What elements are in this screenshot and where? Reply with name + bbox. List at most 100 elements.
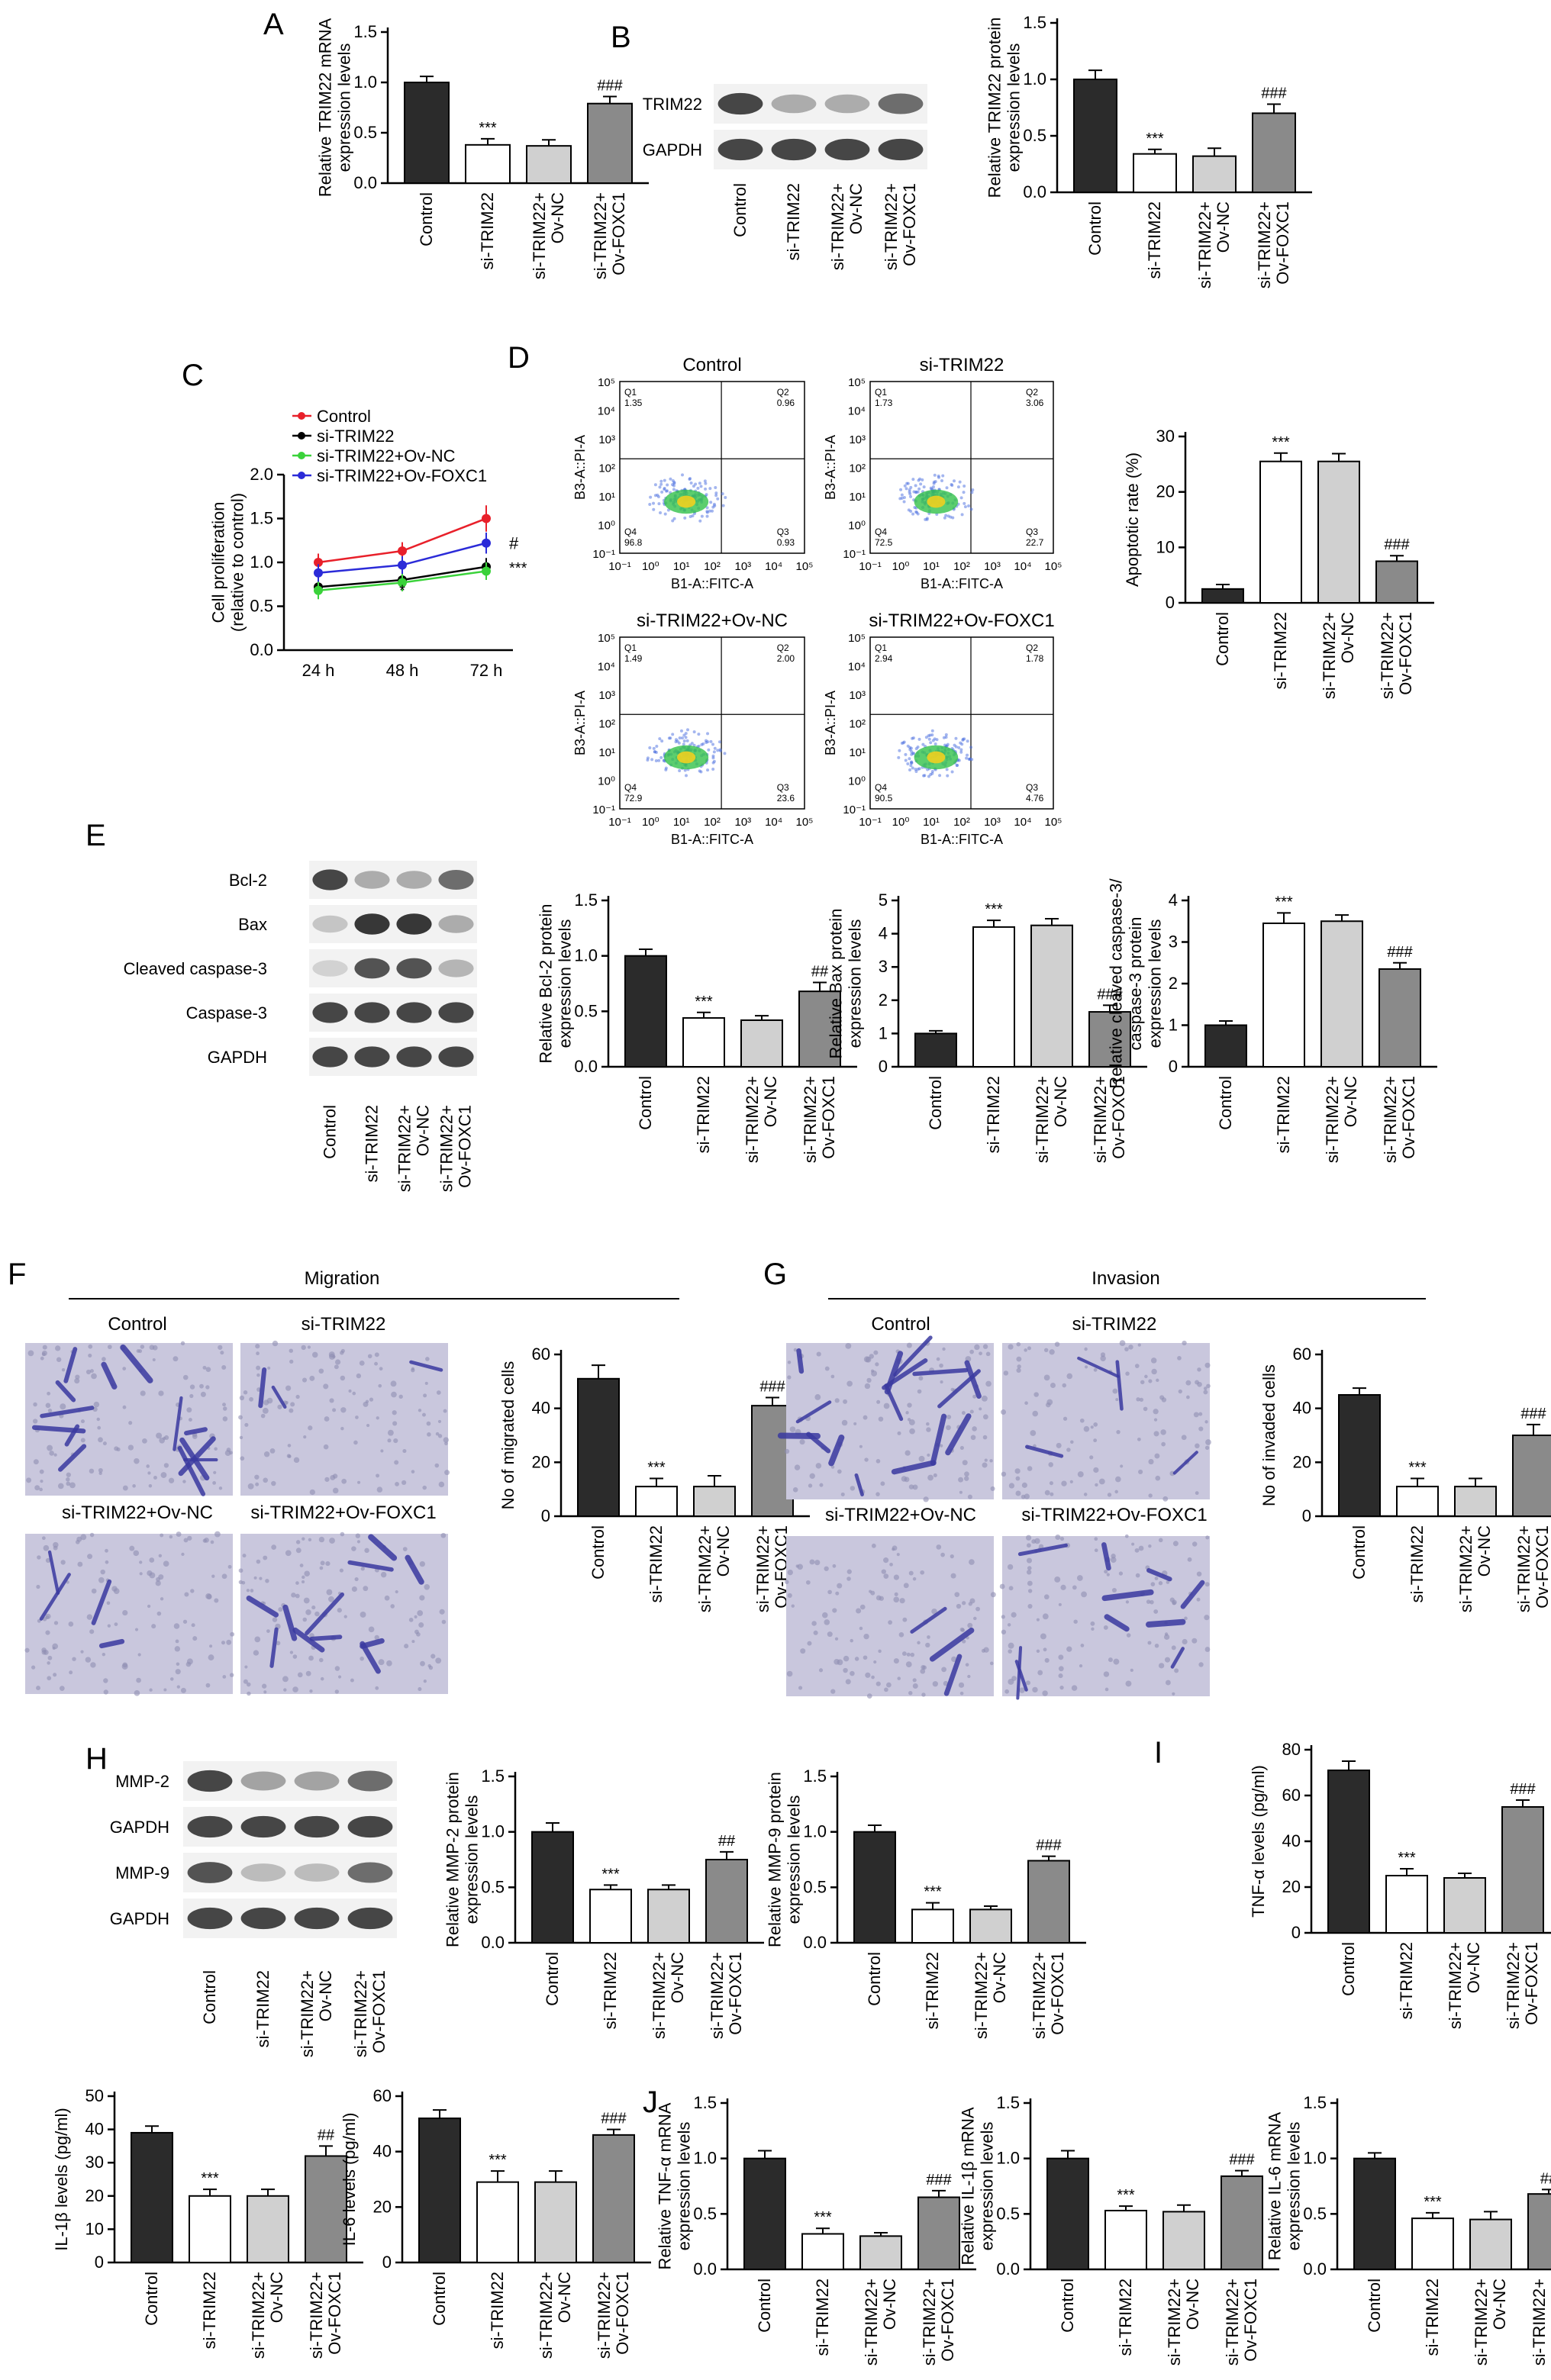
y-tick-label: 1.5 — [353, 22, 377, 41]
pore-dot — [1066, 1646, 1072, 1652]
pore-dot — [1115, 1476, 1121, 1483]
pore-dot — [42, 1345, 47, 1350]
stained-cell — [943, 1654, 963, 1696]
pore-dot — [1058, 1602, 1062, 1606]
y-tick-label: 60 — [532, 1345, 550, 1364]
flow-y-tick: 10⁻¹ — [592, 804, 615, 816]
pore-dot — [328, 1351, 335, 1358]
series-point — [398, 578, 407, 588]
blot-band — [347, 1862, 393, 1883]
y-axis-title: Relative Bcl-2 protein expression levels — [536, 903, 574, 1063]
bar-3 — [1378, 968, 1421, 1068]
panel-letter: I — [1154, 1736, 1162, 1770]
blot-band — [354, 1002, 390, 1023]
pore-dot — [1048, 1462, 1054, 1467]
pore-dot — [189, 1393, 194, 1399]
event-dot — [909, 485, 913, 489]
pore-dot — [391, 1391, 397, 1398]
event-dot — [949, 515, 953, 519]
pore-dot — [254, 1636, 261, 1643]
panel-letter: D — [508, 341, 530, 375]
legend-entry: si-TRIM22+Ov-FOXC1 — [317, 466, 487, 485]
bar-2 — [1469, 2218, 1512, 2271]
event-dot — [899, 488, 903, 491]
pore-dot — [305, 1670, 311, 1676]
series-point — [398, 560, 407, 570]
pore-dot — [98, 1471, 102, 1475]
significance-mark: *** — [814, 2209, 832, 2226]
pore-dot — [951, 1656, 957, 1663]
blot-band — [771, 94, 817, 114]
pore-dot — [256, 1365, 261, 1370]
pore-dot — [180, 1341, 185, 1346]
pore-dot — [56, 1357, 62, 1362]
pore-dot — [305, 1609, 311, 1615]
significance-mark: ### — [1229, 2152, 1255, 2169]
event-dot — [671, 478, 675, 482]
pore-dot — [355, 1415, 359, 1419]
y-axis-title: Relative MMP-2 protein expression levels — [443, 1772, 481, 1947]
pore-dot — [1135, 1573, 1140, 1578]
pore-dot — [416, 1632, 421, 1637]
pore-dot — [982, 1344, 988, 1349]
pore-dot — [134, 1690, 140, 1696]
pore-dot — [835, 1591, 840, 1596]
quadrant-name: Q4 — [624, 527, 637, 537]
bar-2 — [247, 2195, 289, 2264]
blot-row-label: Bcl-2 — [229, 871, 267, 890]
pore-dot — [950, 1554, 954, 1559]
flow-y-label: B3-A::PI-A — [572, 435, 588, 500]
flow-y-tick: 10⁵ — [598, 376, 615, 389]
axis-label-line: expression levels — [785, 1795, 804, 1924]
event-dot — [904, 752, 908, 756]
event-dot — [656, 493, 659, 497]
pore-dot — [845, 1342, 852, 1349]
quadrant-name: Q3 — [777, 527, 789, 537]
bar-2 — [1454, 1486, 1497, 1517]
pore-dot — [102, 1441, 107, 1446]
pore-dot — [816, 1351, 821, 1357]
stained-cell — [63, 1347, 78, 1383]
pore-dot — [811, 1621, 817, 1626]
pore-dot — [302, 1617, 308, 1622]
pore-dot — [967, 1674, 971, 1679]
blot-band — [240, 1907, 286, 1930]
stained-cell — [937, 1369, 981, 1409]
flow-y-label: B3-A::PI-A — [823, 691, 838, 755]
quadrant-value: 2.94 — [875, 653, 893, 664]
pore-dot — [272, 1617, 278, 1622]
pore-dot — [1195, 1443, 1200, 1449]
pore-dot — [1071, 1685, 1078, 1691]
quadrant-name: Q2 — [1026, 643, 1038, 653]
event-dot — [694, 482, 698, 486]
pore-dot — [308, 1538, 312, 1541]
flow-y-label: B3-A::PI-A — [823, 435, 838, 500]
pore-dot — [262, 1407, 269, 1414]
y-tick-label: 0 — [1302, 1506, 1311, 1525]
event-dot — [658, 737, 662, 741]
y-tick-label: 1.5 — [574, 890, 598, 910]
axis-label-line: expression levels — [1285, 2122, 1304, 2251]
y-tick-label: 1.5 — [1303, 2093, 1327, 2112]
pore-dot — [229, 1673, 234, 1677]
pore-dot — [283, 1688, 287, 1692]
pore-dot — [912, 1683, 918, 1689]
event-dot — [946, 774, 950, 778]
event-dot — [906, 762, 910, 766]
flow-x-tick: 10³ — [984, 816, 1001, 829]
pore-dot — [1079, 1664, 1083, 1668]
x-tick-label: si-TRIM22 — [200, 2272, 219, 2349]
flow-x-tick: 10⁵ — [1045, 560, 1062, 573]
x-tick-label: Ov-NC — [1475, 1525, 1494, 1576]
event-dot — [685, 774, 688, 778]
pore-dot — [942, 1347, 946, 1351]
y-tick-label: 2 — [1169, 974, 1178, 993]
pore-dot — [208, 1654, 214, 1661]
y-tick-label: 40 — [1282, 1831, 1301, 1850]
flow-y-tick: 10² — [849, 462, 866, 475]
pore-dot — [266, 1629, 270, 1633]
pore-dot — [404, 1644, 409, 1649]
pore-dot — [139, 1560, 143, 1564]
pore-dot — [1016, 1367, 1021, 1374]
event-dot — [971, 488, 975, 491]
